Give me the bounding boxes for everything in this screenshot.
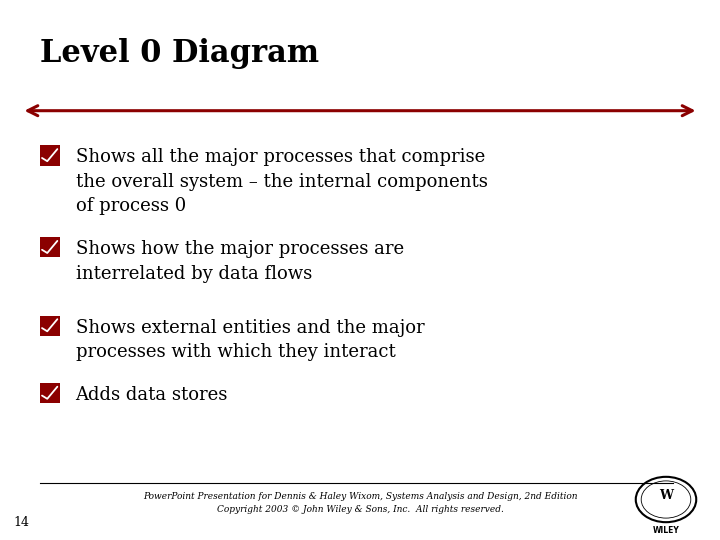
- Text: Shows all the major processes that comprise
the overall system – the internal co: Shows all the major processes that compr…: [76, 148, 487, 215]
- Text: Adds data stores: Adds data stores: [76, 386, 228, 404]
- Text: Copyright 2003 © John Wiley & Sons, Inc.  All rights reserved.: Copyright 2003 © John Wiley & Sons, Inc.…: [217, 505, 503, 514]
- Text: Shows how the major processes are
interrelated by data flows: Shows how the major processes are interr…: [76, 240, 404, 282]
- Text: Shows external entities and the major
processes with which they interact: Shows external entities and the major pr…: [76, 319, 424, 361]
- Text: Level 0 Diagram: Level 0 Diagram: [40, 38, 319, 69]
- Text: WILEY: WILEY: [652, 525, 680, 535]
- Text: 14: 14: [13, 516, 29, 529]
- Text: W: W: [659, 489, 673, 502]
- Bar: [40, 237, 60, 258]
- Bar: [40, 315, 60, 336]
- Bar: [40, 145, 60, 166]
- Text: PowerPoint Presentation for Dennis & Haley Wixom, Systems Analysis and Design, 2: PowerPoint Presentation for Dennis & Hal…: [143, 492, 577, 502]
- Bar: [40, 383, 60, 403]
